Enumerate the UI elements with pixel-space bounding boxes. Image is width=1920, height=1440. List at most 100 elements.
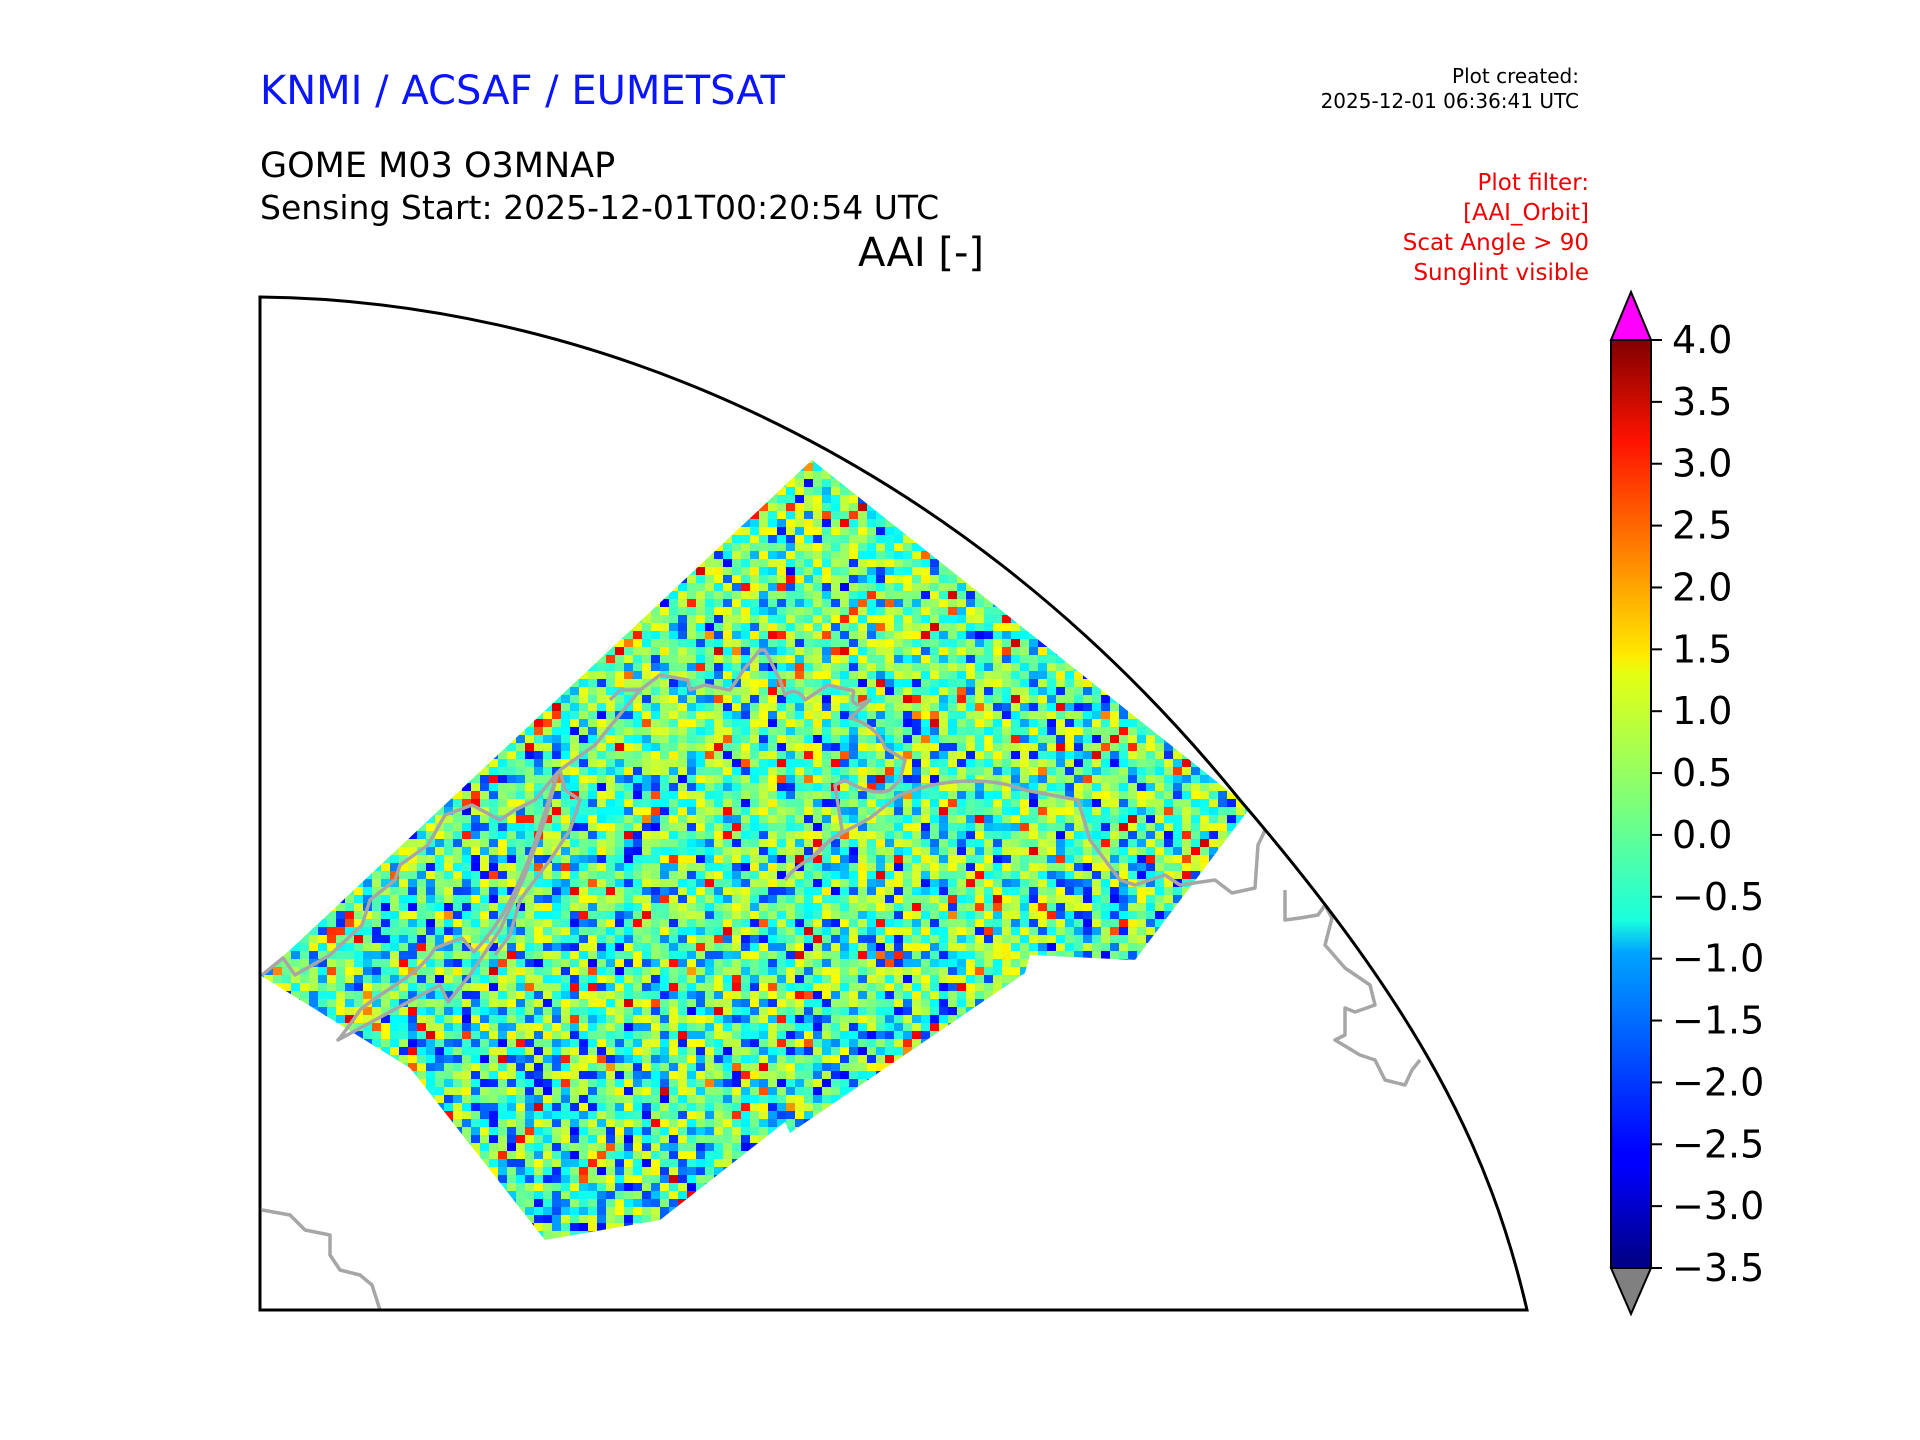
- aai-pixel: [633, 1023, 642, 1031]
- aai-pixel: [552, 791, 561, 799]
- aai-pixel: [687, 935, 696, 943]
- aai-pixel: [525, 919, 534, 927]
- aai-pixel: [363, 967, 372, 975]
- aai-pixel: [462, 1007, 471, 1015]
- aai-pixel: [525, 967, 534, 975]
- aai-pixel: [552, 1031, 561, 1039]
- aai-pixel: [525, 1199, 534, 1207]
- aai-pixel: [633, 807, 642, 815]
- aai-pixel: [552, 719, 561, 727]
- aai-pixel: [588, 991, 597, 999]
- aai-pixel: [624, 999, 633, 1007]
- aai-pixel: [606, 799, 615, 807]
- aai-pixel: [606, 1127, 615, 1135]
- aai-pixel: [624, 743, 633, 751]
- aai-pixel: [489, 1111, 498, 1119]
- aai-pixel: [660, 1151, 669, 1159]
- aai-pixel: [651, 839, 660, 847]
- aai-pixel: [561, 1063, 570, 1071]
- aai-pixel: [489, 847, 498, 855]
- aai-pixel: [696, 911, 705, 919]
- aai-pixel: [462, 1039, 471, 1047]
- aai-pixel: [381, 1039, 390, 1047]
- aai-pixel: [597, 1159, 606, 1167]
- aai-pixel: [615, 823, 624, 831]
- aai-pixel: [543, 735, 552, 743]
- aai-pixel: [516, 783, 525, 791]
- aai-pixel: [516, 903, 525, 911]
- aai-pixel: [669, 1079, 678, 1087]
- aai-pixel: [696, 831, 705, 839]
- aai-pixel: [687, 943, 696, 951]
- aai-pixel: [426, 879, 435, 887]
- aai-pixel: [633, 1095, 642, 1103]
- aai-pixel: [354, 935, 363, 943]
- aai-pixel: [471, 847, 480, 855]
- aai-pixel: [597, 975, 606, 983]
- aai-pixel: [624, 663, 633, 671]
- aai-pixel: [615, 927, 624, 935]
- aai-pixel: [507, 1119, 516, 1127]
- aai-pixel: [642, 919, 651, 927]
- aai-pixel: [462, 919, 471, 927]
- aai-pixel: [597, 799, 606, 807]
- aai-pixel: [534, 1111, 543, 1119]
- aai-pixel: [453, 1071, 462, 1079]
- aai-pixel: [669, 959, 678, 967]
- aai-pixel: [597, 1055, 606, 1063]
- aai-pixel: [669, 999, 678, 1007]
- aai-pixel: [597, 1111, 606, 1119]
- aai-pixel: [453, 1087, 462, 1095]
- aai-pixel: [642, 855, 651, 863]
- aai-pixel: [507, 863, 516, 871]
- aai-pixel: [390, 999, 399, 1007]
- aai-pixel: [561, 1015, 570, 1023]
- aai-pixel: [345, 919, 354, 927]
- aai-pixel: [399, 959, 408, 967]
- aai-pixel: [507, 951, 516, 959]
- aai-pixel: [507, 1143, 516, 1151]
- aai-pixel: [399, 1055, 408, 1063]
- aai-pixel: [516, 975, 525, 983]
- aai-pixel: [354, 983, 363, 991]
- aai-pixel: [651, 1015, 660, 1023]
- aai-pixel: [642, 759, 651, 767]
- aai-pixel: [516, 1095, 525, 1103]
- aai-pixel: [462, 1063, 471, 1071]
- aai-pixel: [696, 599, 705, 607]
- aai-pixel: [615, 1031, 624, 1039]
- aai-pixel: [597, 991, 606, 999]
- aai-pixel: [597, 895, 606, 903]
- aai-pixel: [606, 959, 615, 967]
- aai-pixel: [633, 1055, 642, 1063]
- aai-pixel: [561, 703, 570, 711]
- aai-pixel: [660, 831, 669, 839]
- aai-pixel: [597, 1183, 606, 1191]
- aai-pixel: [453, 815, 462, 823]
- aai-pixel: [552, 711, 561, 719]
- aai-pixel: [462, 983, 471, 991]
- aai-pixel: [525, 1047, 534, 1055]
- aai-pixel: [462, 823, 471, 831]
- aai-pixel: [525, 759, 534, 767]
- aai-pixel: [597, 999, 606, 1007]
- aai-pixel: [561, 839, 570, 847]
- aai-pixel: [507, 1031, 516, 1039]
- aai-pixel: [606, 1031, 615, 1039]
- aai-pixel: [309, 975, 318, 983]
- aai-pixel: [669, 887, 678, 895]
- aai-pixel: [579, 1143, 588, 1151]
- aai-pixel: [660, 727, 669, 735]
- aai-pixel: [489, 807, 498, 815]
- aai-pixel: [408, 999, 417, 1007]
- aai-pixel: [561, 1223, 570, 1231]
- aai-pixel: [462, 1095, 471, 1103]
- aai-pixel: [687, 1079, 696, 1087]
- aai-pixel: [624, 1127, 633, 1135]
- aai-pixel: [570, 1135, 579, 1143]
- aai-pixel: [489, 775, 498, 783]
- aai-pixel: [606, 1215, 615, 1223]
- aai-pixel: [327, 975, 336, 983]
- aai-pixel: [633, 919, 642, 927]
- aai-pixel: [372, 879, 381, 887]
